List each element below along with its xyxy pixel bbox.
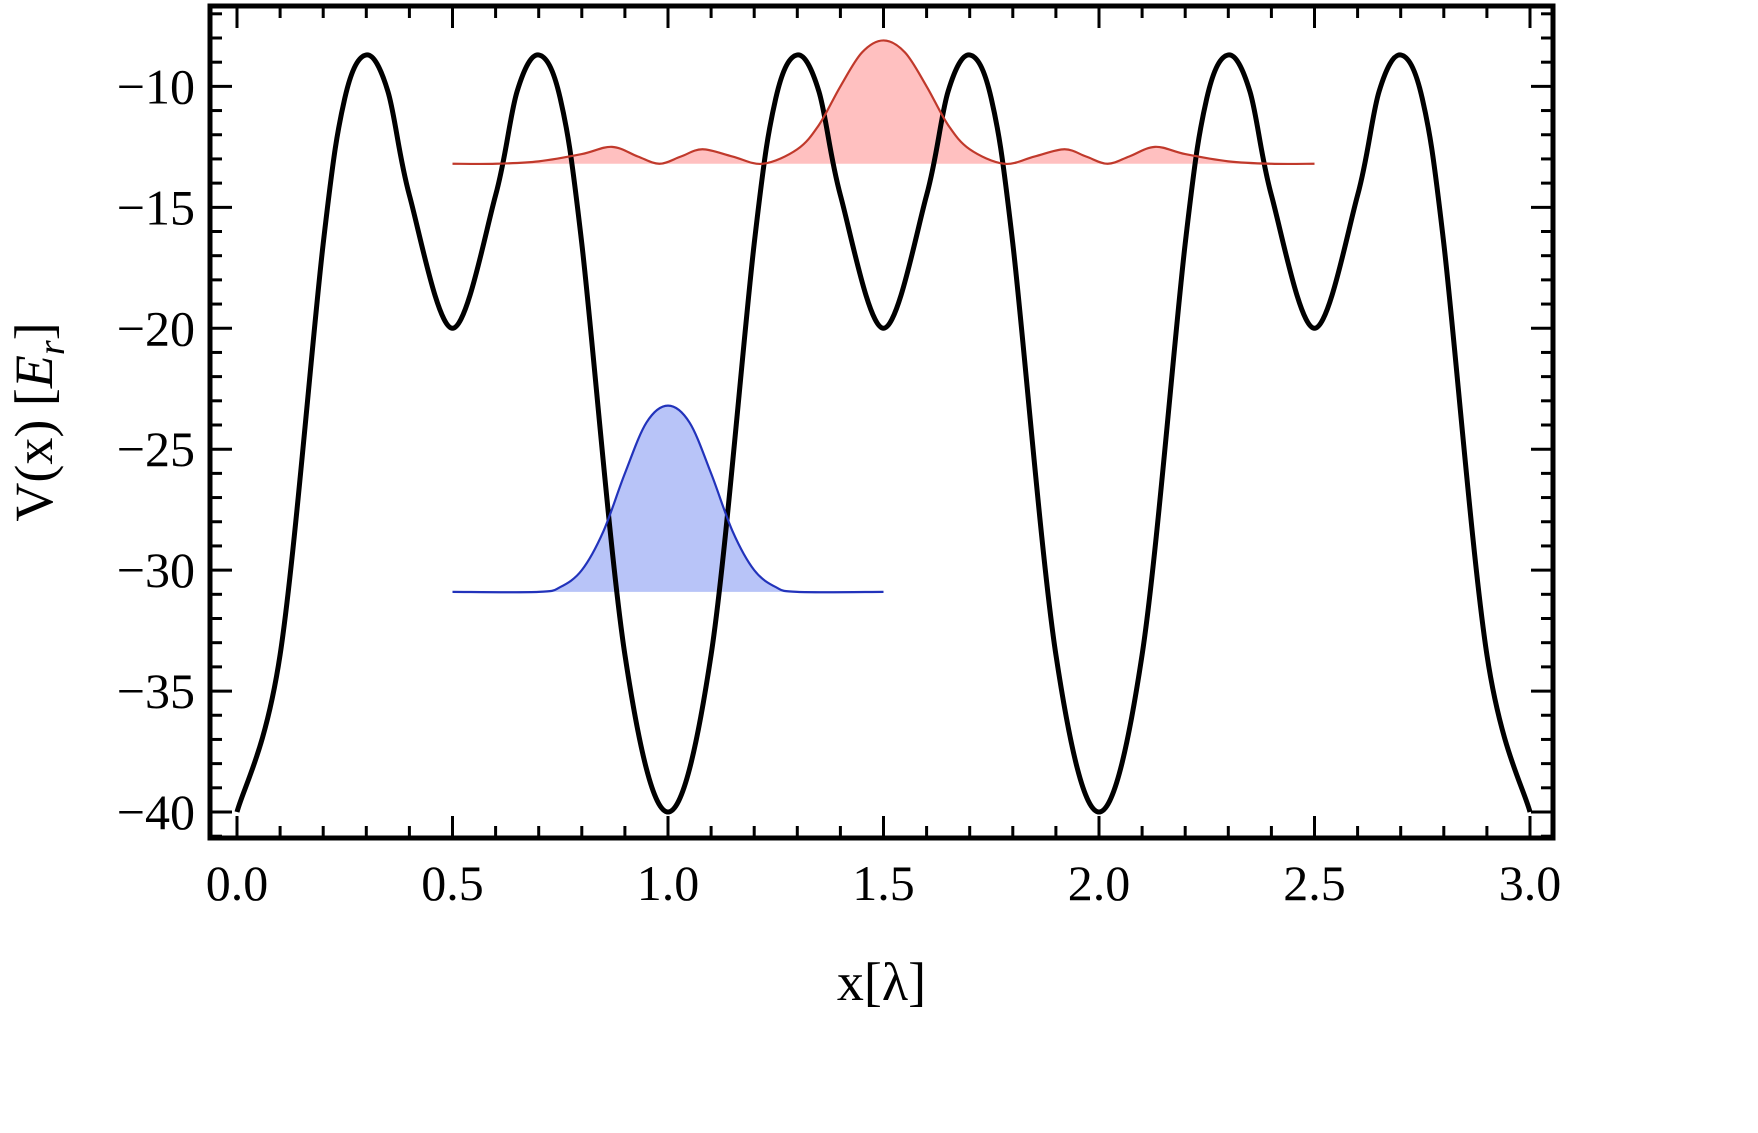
plot-frame [207,3,1556,841]
wavefunction-fills [452,40,1315,593]
x-tick-label: 2.0 [1068,855,1131,911]
tick-labels: 0.0 0.5 1.0 1.5 2.0 2.5 3.0 −10 −15 −20 −25 −30 −35 −… [117,58,1561,911]
wavefunction-fill-2 [452,40,1315,164]
y-tick-label: −40 [117,784,195,840]
potential-curve [234,52,1533,815]
wavefunction-fill-1 [452,405,884,593]
x-tick-label: 0.5 [421,855,484,911]
series-lines [234,39,1533,815]
x-axis-label: x[λ] [837,952,926,1012]
y-axis-label-sub: r [31,340,73,355]
y-tick-label: −25 [117,421,195,477]
axis-ticks [210,6,1553,838]
wavefunction-curve-1 [452,404,884,594]
y-axis-label-prefix: V(x) [ [4,388,64,521]
y-tick-label: −35 [117,663,195,719]
x-tick-label: 1.5 [852,855,915,911]
wavefunction-curve-2 [452,39,1315,166]
y-axis-label: V(x) [Er] [4,322,73,521]
y-axis-label-suffix: ] [4,322,64,340]
y-tick-label: −30 [117,542,195,598]
x-tick-label: 2.5 [1283,855,1346,911]
y-tick-label: −20 [117,300,195,356]
y-tick-label: −15 [117,179,195,235]
y-axis-label-var: E [4,355,64,389]
x-tick-label: 3.0 [1499,855,1562,911]
y-tick-label: −10 [117,58,195,114]
x-tick-label: 1.0 [637,855,700,911]
x-tick-label: 0.0 [206,855,269,911]
